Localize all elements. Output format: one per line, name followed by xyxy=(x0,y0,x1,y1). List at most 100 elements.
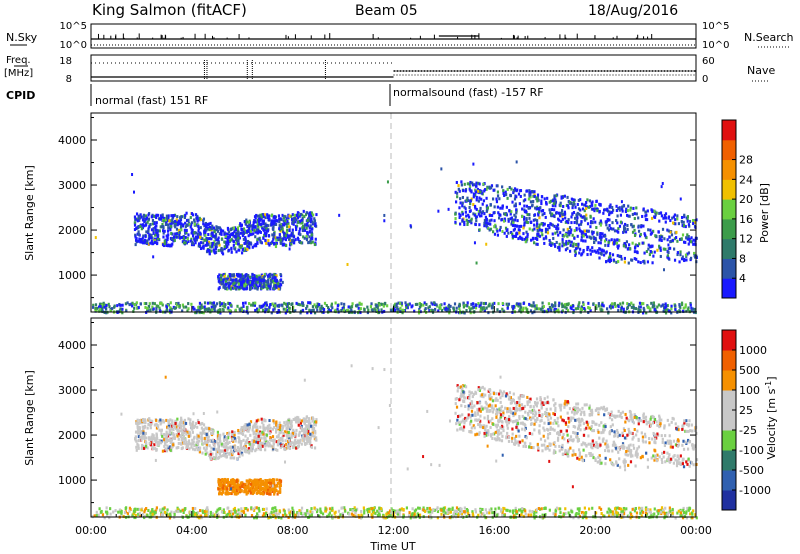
power-point xyxy=(548,305,551,309)
power-point xyxy=(301,301,304,305)
power-point xyxy=(546,231,550,235)
power-point xyxy=(165,216,169,220)
power-point xyxy=(395,304,398,308)
power-point xyxy=(630,305,633,309)
velocity-point xyxy=(298,430,301,434)
power-point xyxy=(615,219,618,223)
power-point xyxy=(639,305,642,309)
power-point xyxy=(615,260,618,264)
power-point xyxy=(590,236,593,240)
power-point xyxy=(202,241,205,245)
power-point xyxy=(688,239,691,243)
velocity-point xyxy=(136,418,139,422)
power-point xyxy=(308,226,311,230)
nave-tick-top: 60 xyxy=(702,56,715,67)
power-point xyxy=(250,303,253,307)
power-point xyxy=(204,225,208,229)
power-point xyxy=(514,218,517,222)
power-point xyxy=(152,255,155,259)
velocity-point xyxy=(156,443,159,447)
power-point xyxy=(471,181,474,185)
power-point xyxy=(204,307,207,311)
power-point xyxy=(521,308,525,312)
power-point xyxy=(507,217,510,221)
power-point xyxy=(215,225,218,229)
power-point xyxy=(187,239,190,243)
velocity-point xyxy=(174,422,177,426)
power-point xyxy=(153,302,156,306)
power-point xyxy=(254,286,257,290)
velocity-point xyxy=(263,433,266,437)
power-point xyxy=(533,223,536,227)
velocity-point xyxy=(305,433,308,437)
power-point xyxy=(160,225,163,229)
velocity-point xyxy=(273,421,276,425)
power-point xyxy=(287,302,291,306)
power-point xyxy=(311,305,315,309)
power-point xyxy=(140,227,143,231)
velocity-point xyxy=(256,441,260,445)
power-point xyxy=(300,241,303,245)
power-point xyxy=(542,305,545,309)
power-point xyxy=(184,235,187,239)
power-point xyxy=(227,274,230,278)
velocity-point xyxy=(233,490,237,494)
velocity-point xyxy=(292,417,295,421)
velocity-point xyxy=(223,445,227,449)
power-point xyxy=(313,219,317,223)
velocity-point xyxy=(276,481,279,485)
power-point xyxy=(664,216,667,220)
power-point xyxy=(600,308,603,312)
power-point xyxy=(222,278,225,282)
power-point xyxy=(416,302,419,306)
power-point xyxy=(562,204,565,208)
power-point xyxy=(549,308,552,312)
velocity-point xyxy=(247,487,250,491)
power-point xyxy=(240,273,244,277)
power-point xyxy=(494,225,497,229)
power-point xyxy=(297,232,300,236)
power-point xyxy=(240,251,244,255)
power-point xyxy=(536,195,539,199)
velocity-point xyxy=(163,433,166,437)
power-point xyxy=(231,278,234,282)
velocity-point xyxy=(285,433,288,437)
power-point xyxy=(237,236,240,240)
power-point xyxy=(286,308,289,312)
velocity-point xyxy=(235,480,238,484)
velocity-point xyxy=(211,452,214,456)
velocity-point xyxy=(175,426,178,430)
power-point xyxy=(457,187,460,191)
power-point xyxy=(290,242,293,246)
power-point xyxy=(540,199,543,203)
power-point xyxy=(172,239,175,243)
power-point xyxy=(245,229,249,233)
power-point xyxy=(142,213,145,217)
power-point xyxy=(543,241,546,245)
velocity-point xyxy=(215,448,218,452)
power-point xyxy=(197,229,200,233)
power-point xyxy=(193,222,196,226)
power-point xyxy=(274,276,277,280)
power-point xyxy=(433,301,436,305)
velocity-point xyxy=(314,423,317,427)
velocity-point xyxy=(155,422,158,426)
velocity-point xyxy=(272,481,275,485)
velocity-point xyxy=(172,443,175,447)
power-point xyxy=(153,222,156,226)
power-point xyxy=(638,305,641,309)
power-point xyxy=(248,242,251,246)
power-point xyxy=(485,187,488,191)
power-point xyxy=(519,194,522,198)
power-point xyxy=(664,308,667,312)
velocity-point xyxy=(140,447,143,451)
power-point xyxy=(666,308,669,312)
velocity-point xyxy=(184,442,187,446)
power-point xyxy=(689,301,692,305)
power-point xyxy=(240,231,244,235)
velocity-point xyxy=(269,444,273,448)
power-point xyxy=(273,281,276,285)
power-point xyxy=(459,197,462,201)
power-point xyxy=(633,234,637,238)
power-point xyxy=(175,227,179,231)
